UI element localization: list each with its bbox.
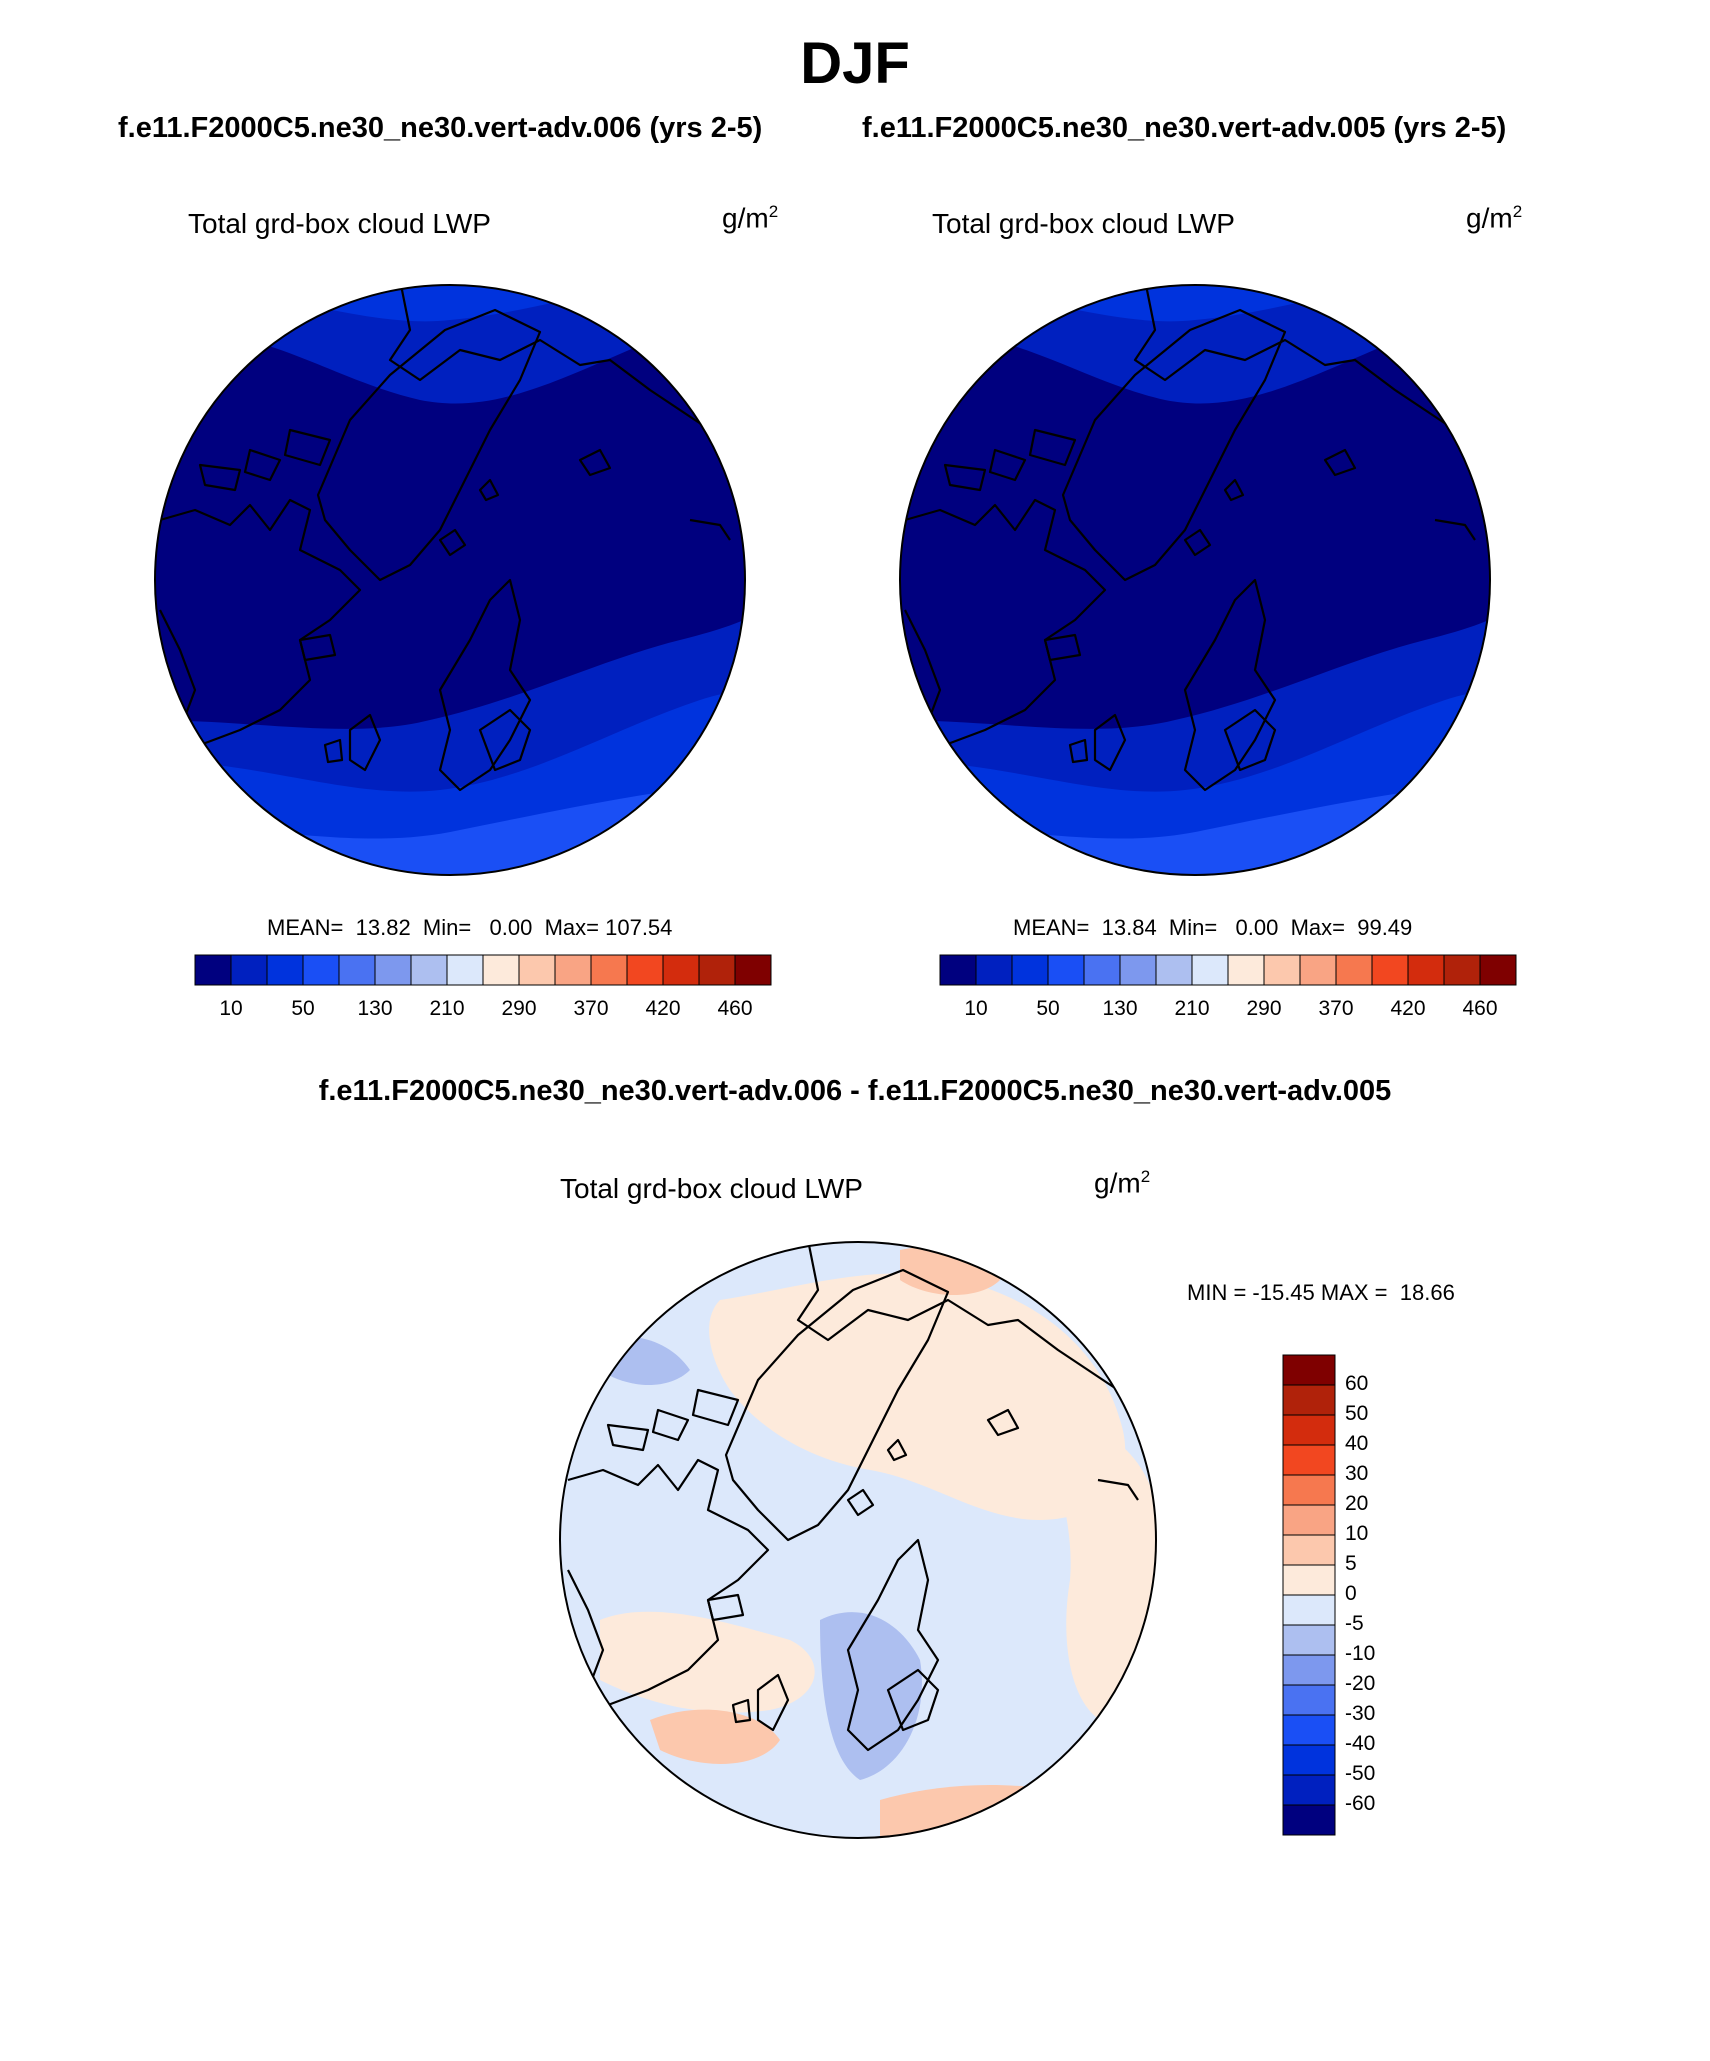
panel3-colorbar-tick-label: 20 <box>1345 1492 1369 1515</box>
panel2-map <box>899 284 1491 876</box>
panel3-colorbar-tick-label: -20 <box>1345 1672 1376 1695</box>
panel2-colorbar-swatch <box>1083 954 1121 986</box>
panel2-colorbar-tick-label: 420 <box>1390 997 1426 1020</box>
panel1-colorbar-swatch <box>194 954 232 986</box>
panel2-colorbar-swatch <box>1227 954 1265 986</box>
panel3-colorbar-tick-label: -40 <box>1345 1732 1376 1755</box>
panel2-colorbar-swatch <box>1011 954 1049 986</box>
panel3-colorbar-tick-label: 30 <box>1345 1462 1369 1485</box>
panel1-colorbar-tick-label: 210 <box>429 997 465 1020</box>
panel1-colorbar <box>194 954 772 986</box>
panel2-colorbar <box>939 954 1517 986</box>
panel1-colorbar-swatch <box>554 954 592 986</box>
panel3-colorbar-tick-label: 5 <box>1345 1552 1357 1575</box>
panel3-colorbar-tick-label: -5 <box>1345 1612 1364 1635</box>
panel1-colorbar-tick-label: 130 <box>357 997 393 1020</box>
panel1-colorbar-swatch <box>374 954 412 986</box>
panel1-colorbar-swatch <box>518 954 556 986</box>
panel3-colorbar-swatch <box>1282 1774 1336 1806</box>
difference-title: f.e11.F2000C5.ne30_ne30.vert-adv.006 - f… <box>318 1075 1392 1107</box>
panel2-colorbar-swatch <box>1191 954 1229 986</box>
panel3-colorbar-tick-label: 10 <box>1345 1522 1369 1545</box>
panel2-stats: MEAN= 13.84 Min= 0.00 Max= 99.49 <box>1013 915 1413 940</box>
panel2-colorbar-tick-label: 130 <box>1102 997 1138 1020</box>
panel3-colorbar-tick-label: -50 <box>1345 1762 1376 1785</box>
panel2-colorbar-tick-label: 50 <box>1036 997 1060 1020</box>
panel3-colorbar-swatch <box>1282 1504 1336 1536</box>
panel2-colorbar-swatch <box>1443 954 1481 986</box>
panel2-colorbar-tick-label: 10 <box>964 997 988 1020</box>
panel1-colorbar-tick-label: 10 <box>219 997 243 1020</box>
panel1-colorbar-swatch <box>230 954 268 986</box>
panel3-colorbar-swatch <box>1282 1654 1336 1686</box>
panel3-units: g/m2 <box>1094 1167 1151 1199</box>
panel2-colorbar-swatch <box>1335 954 1373 986</box>
panel1-colorbar-swatch <box>662 954 700 986</box>
left-case-title: f.e11.F2000C5.ne30_ne30.vert-adv.006 (yr… <box>118 112 763 144</box>
panel1-colorbar-tick-label: 290 <box>501 997 537 1020</box>
panel3-colorbar-swatch <box>1282 1384 1336 1416</box>
panel1-colorbar-tick-label: 370 <box>573 997 609 1020</box>
panel3-colorbar-swatch <box>1282 1564 1336 1596</box>
panel1-colorbar-swatch <box>698 954 736 986</box>
panel3-colorbar-swatch <box>1282 1744 1336 1776</box>
panel3-colorbar-tick-label: 40 <box>1345 1432 1369 1455</box>
panel3-colorbar-swatch <box>1282 1354 1336 1386</box>
panel1-colorbar-swatch <box>446 954 484 986</box>
panel3-colorbar-swatch <box>1282 1594 1336 1626</box>
panel2-colorbar-swatch <box>1371 954 1409 986</box>
panel3-colorbar-tick-label: 50 <box>1345 1402 1369 1425</box>
panel2-units: g/m2 <box>1466 202 1523 234</box>
panel2-colorbar-swatch <box>1155 954 1193 986</box>
panel2-colorbar-swatch <box>975 954 1013 986</box>
panel1-map <box>154 284 746 876</box>
panel1-units: g/m2 <box>722 202 779 234</box>
panel2-colorbar-tick-label: 210 <box>1174 997 1210 1020</box>
panel1-colorbar-swatch <box>302 954 340 986</box>
panel2-colorbar-tick-label: 370 <box>1318 997 1354 1020</box>
panel1-variable-label: Total grd-box cloud LWP <box>188 208 491 239</box>
panel2-colorbar-swatch <box>1047 954 1085 986</box>
panel1-stats: MEAN= 13.82 Min= 0.00 Max= 107.54 <box>267 915 673 940</box>
panel2-colorbar-swatch <box>1263 954 1301 986</box>
panel1-colorbar-tick-label: 460 <box>717 997 753 1020</box>
panel3-colorbar-tick-label: -30 <box>1345 1702 1376 1725</box>
panel2-colorbar-swatch <box>1299 954 1337 986</box>
panel2-colorbar-swatch <box>1119 954 1157 986</box>
panel3-colorbar-swatch <box>1282 1414 1336 1446</box>
panel3-colorbar-tick-label: -10 <box>1345 1642 1376 1665</box>
panel3-map <box>559 1241 1157 1839</box>
panel1-colorbar-swatch <box>590 954 628 986</box>
panel1-colorbar-swatch <box>266 954 304 986</box>
season-title: DJF <box>800 31 910 96</box>
panel3-colorbar-swatch <box>1282 1444 1336 1476</box>
panel1-colorbar-swatch <box>338 954 376 986</box>
right-case-title: f.e11.F2000C5.ne30_ne30.vert-adv.005 (yr… <box>862 112 1507 144</box>
panel2-variable-label: Total grd-box cloud LWP <box>932 208 1235 239</box>
panel3-stats: MIN = -15.45 MAX = 18.66 <box>1187 1280 1455 1305</box>
panel3-colorbar-tick-label: 0 <box>1345 1582 1357 1605</box>
panel3-colorbar-tick-label: 60 <box>1345 1372 1369 1395</box>
panel3-colorbar-swatch <box>1282 1684 1336 1716</box>
panel2-colorbar-swatch <box>1479 954 1517 986</box>
panel3-colorbar-swatch <box>1282 1714 1336 1746</box>
panel1-colorbar-swatch <box>410 954 448 986</box>
panel3-colorbar <box>1282 1354 1336 1836</box>
panel1-colorbar-swatch <box>734 954 772 986</box>
panel3-colorbar-swatch <box>1282 1534 1336 1566</box>
panel1-colorbar-swatch <box>626 954 664 986</box>
panel3-colorbar-swatch <box>1282 1804 1336 1836</box>
panel3-colorbar-swatch <box>1282 1624 1336 1656</box>
panel2-colorbar-swatch <box>939 954 977 986</box>
panel3-variable-label: Total grd-box cloud LWP <box>560 1173 863 1204</box>
panel3-colorbar-swatch <box>1282 1474 1336 1506</box>
panel2-colorbar-swatch <box>1407 954 1445 986</box>
panel1-colorbar-tick-label: 420 <box>645 997 681 1020</box>
panel1-colorbar-swatch <box>482 954 520 986</box>
panel2-colorbar-tick-label: 460 <box>1462 997 1498 1020</box>
panel3-colorbar-tick-label: -60 <box>1345 1792 1376 1815</box>
panel1-colorbar-tick-label: 50 <box>291 997 315 1020</box>
panel2-colorbar-tick-label: 290 <box>1246 997 1282 1020</box>
